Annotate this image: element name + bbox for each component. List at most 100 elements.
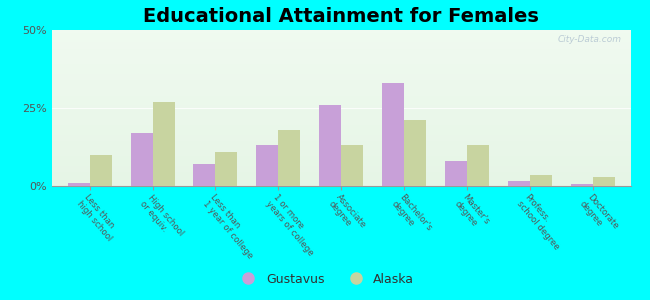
Bar: [467, 146, 489, 186]
Bar: [52, 134, 630, 136]
Bar: [52, 156, 630, 158]
Bar: [52, 155, 630, 156]
Bar: [52, 180, 630, 181]
Bar: [382, 83, 404, 186]
Bar: [52, 68, 630, 69]
Bar: [52, 60, 630, 61]
Bar: [52, 32, 630, 33]
Bar: [52, 103, 630, 105]
Bar: [90, 155, 112, 186]
Bar: [52, 119, 630, 121]
Bar: [52, 77, 630, 78]
Bar: [52, 181, 630, 183]
Bar: [52, 153, 630, 155]
Bar: [52, 43, 630, 44]
Bar: [216, 152, 237, 186]
Bar: [52, 80, 630, 82]
Bar: [52, 92, 630, 94]
Bar: [52, 46, 630, 47]
Bar: [52, 78, 630, 80]
Bar: [278, 130, 300, 186]
Bar: [52, 133, 630, 134]
Bar: [52, 35, 630, 36]
Bar: [52, 97, 630, 99]
Bar: [52, 164, 630, 166]
Bar: [52, 61, 630, 63]
Bar: [52, 158, 630, 160]
Bar: [52, 177, 630, 178]
Bar: [52, 88, 630, 89]
Bar: [256, 146, 278, 186]
Bar: [52, 89, 630, 91]
Bar: [341, 146, 363, 186]
Bar: [52, 94, 630, 95]
Bar: [52, 30, 630, 31]
Bar: [52, 53, 630, 55]
Bar: [52, 142, 630, 144]
Bar: [52, 106, 630, 108]
Bar: [52, 147, 630, 148]
Bar: [52, 146, 630, 147]
Bar: [52, 114, 630, 116]
Bar: [52, 105, 630, 106]
Bar: [319, 105, 341, 186]
Bar: [52, 72, 630, 74]
Bar: [52, 184, 630, 186]
Bar: [131, 133, 153, 186]
Bar: [52, 95, 630, 97]
Bar: [52, 138, 630, 139]
Bar: [52, 38, 630, 39]
Bar: [52, 121, 630, 122]
Bar: [68, 183, 90, 186]
Text: City-Data.com: City-Data.com: [558, 35, 622, 44]
Bar: [52, 183, 630, 184]
Bar: [52, 75, 630, 77]
Bar: [52, 56, 630, 58]
Bar: [52, 111, 630, 113]
Bar: [404, 121, 426, 186]
Bar: [52, 47, 630, 49]
Bar: [52, 139, 630, 141]
Bar: [52, 91, 630, 92]
Bar: [52, 170, 630, 172]
Bar: [52, 124, 630, 125]
Bar: [52, 36, 630, 38]
Bar: [52, 82, 630, 83]
Bar: [52, 116, 630, 117]
Bar: [52, 44, 630, 46]
Bar: [52, 166, 630, 167]
Bar: [52, 173, 630, 175]
Bar: [52, 74, 630, 75]
Bar: [52, 99, 630, 100]
Bar: [52, 58, 630, 60]
Bar: [52, 110, 630, 111]
Bar: [52, 108, 630, 110]
Bar: [52, 86, 630, 88]
Bar: [52, 128, 630, 130]
Bar: [52, 70, 630, 72]
Bar: [508, 181, 530, 186]
Bar: [52, 144, 630, 146]
Bar: [52, 141, 630, 142]
Legend: Gustavus, Alaska: Gustavus, Alaska: [231, 268, 419, 291]
Bar: [52, 41, 630, 43]
Bar: [52, 136, 630, 138]
Bar: [52, 152, 630, 153]
Bar: [52, 125, 630, 127]
Bar: [52, 148, 630, 150]
Bar: [52, 83, 630, 85]
Bar: [52, 102, 630, 103]
Bar: [52, 39, 630, 41]
Bar: [52, 100, 630, 102]
Bar: [52, 66, 630, 68]
Bar: [52, 172, 630, 173]
Title: Educational Attainment for Females: Educational Attainment for Females: [143, 7, 540, 26]
Bar: [52, 85, 630, 86]
Bar: [593, 177, 615, 186]
Bar: [52, 160, 630, 161]
Bar: [52, 167, 630, 169]
Bar: [52, 69, 630, 70]
Bar: [52, 63, 630, 64]
Bar: [52, 175, 630, 177]
Bar: [153, 102, 175, 186]
